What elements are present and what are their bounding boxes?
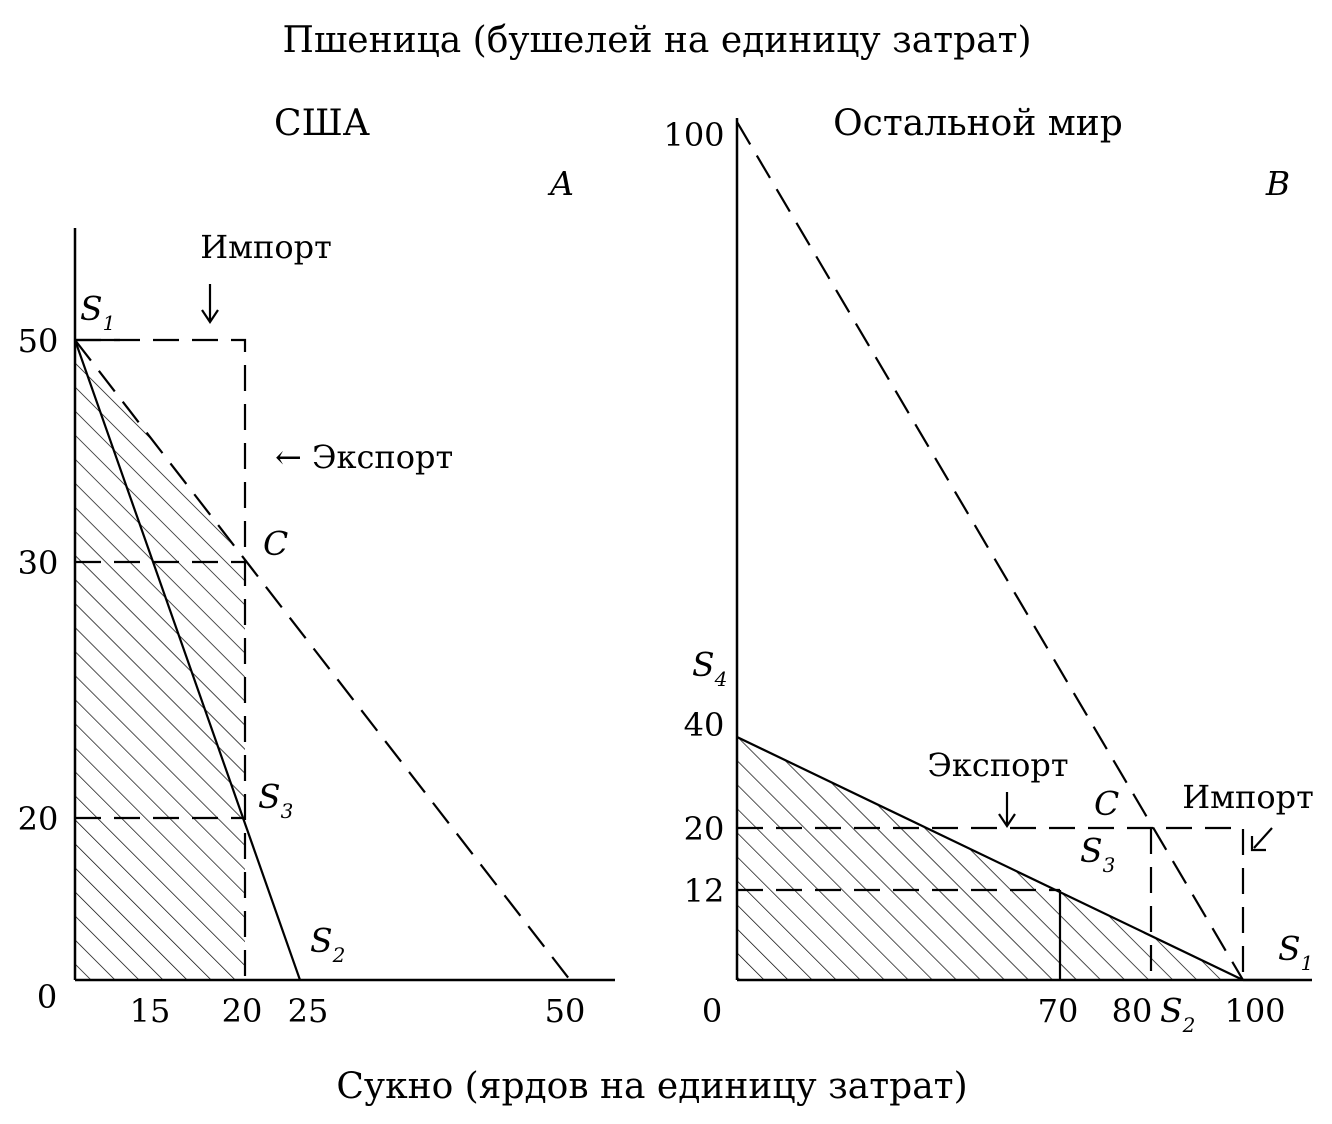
panel-a-ytick-50: 50 [18,322,59,360]
panel-a-ytick-30: 30 [18,544,59,582]
panel-a-trade-box [75,338,247,980]
panel-a-export-label: ← Экспорт [275,438,453,476]
panel-a-import-label: Импорт [200,228,332,266]
panel-a-point-s2: S2 [310,921,345,967]
panel-b-dashed-line [736,121,1244,981]
panel-a-dashed-line [74,339,571,981]
panel-a-xtick-25: 25 [288,992,329,1030]
panel-a-point-c: C [263,524,288,563]
panel-a-solid-line [73,339,302,981]
panel-a-ytick-20: 20 [18,800,59,838]
panel-b-ytick-40: 40 [684,706,725,744]
panel-a-point-s1: S1 [80,289,115,335]
panel-b-import-label: Импорт [1182,778,1314,816]
panel-b-letter: B [1265,164,1290,203]
figure-xlabel: Сукно (ярдов на единицу затрат) [336,1066,967,1107]
panel-b-ytick-12: 12 [684,872,725,910]
panel-a-point-s3: S3 [258,777,293,823]
panel-a-xtick-50: 50 [545,992,586,1030]
panel-b-solid-line [736,736,1244,981]
panel-b-xtick-80: 80 [1112,992,1153,1030]
panel-b-point-s3: S3 [1080,831,1115,877]
panel-b-export-label: Экспорт [927,746,1068,784]
panel-a-xtick-15: 15 [130,992,171,1030]
panel-b-point-s2: S2 [1160,991,1195,1037]
panel-b: Остальной мир B 0 12 20 40 100 70 80 100… [663,103,1313,1037]
panel-b-point-c: C [1094,784,1119,823]
panel-b-xtick-100: 100 [1224,992,1285,1030]
panel-b-point-s1: S1 [1278,929,1313,975]
panel-a-ytick-0: 0 [37,978,57,1016]
panel-a-hatched-region [75,340,245,980]
panel-b-trade-box [737,826,1245,980]
panel-b-title: Остальной мир [833,103,1123,144]
panel-b-export-arrow [998,792,1016,828]
panel-a-letter: A [547,164,574,203]
panel-b-import-arrow [1250,827,1273,852]
panel-a-xtick-20: 20 [222,992,263,1030]
panel-a-import-arrow [201,284,219,324]
panel-a-title: США [274,103,370,144]
panel-b-xtick-70: 70 [1038,992,1079,1030]
figure-title: Пшеница (бушелей на единицу затрат) [282,20,1031,61]
panel-a: США A 0 20 30 50 15 20 25 50 S1 C S3 S2 … [18,103,615,1030]
panel-b-ytick-100: 100 [663,116,724,154]
panel-b-point-s4: S4 [692,645,727,691]
panel-b-ytick-0: 0 [702,992,722,1030]
panel-b-ytick-20: 20 [684,810,725,848]
